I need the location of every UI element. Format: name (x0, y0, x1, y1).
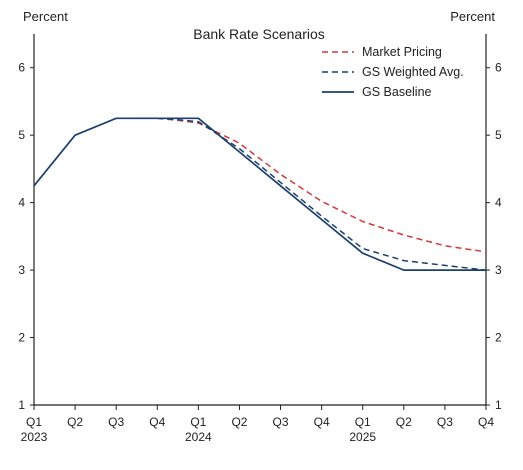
x-tick-label: Q1 (26, 415, 42, 429)
x-tick-label: Q3 (437, 415, 453, 429)
y-tick-label-left: 5 (18, 128, 25, 142)
series-line-gs-weighted-avg (157, 117, 487, 271)
x-tick-label: Q4 (314, 415, 330, 429)
x-tick-label: Q2 (231, 415, 247, 429)
legend: Market Pricing GS Weighted Avg. GS Baselin… (322, 45, 464, 99)
y-tick-label-right: 2 (495, 331, 502, 345)
x-tick-label: Q4 (149, 415, 165, 429)
y-tick-label-left: 3 (18, 263, 25, 277)
x-year-label: 2024 (185, 430, 212, 444)
y-tick-label-right: 4 (495, 196, 502, 210)
y-tick-label-right: 6 (495, 61, 502, 75)
x-tick-label: Q3 (273, 415, 289, 429)
y-tick-label-right: 1 (495, 398, 502, 412)
x-tick-label: Q2 (396, 415, 412, 429)
series-line-gs-baseline (33, 117, 486, 271)
legend-label: GS Weighted Avg. (362, 65, 464, 79)
x-tick-label: Q2 (67, 415, 83, 429)
series-line-market-pricing (157, 117, 487, 253)
x-tick-label: Q3 (108, 415, 124, 429)
legend-label: Market Pricing (362, 45, 442, 59)
series-layer (33, 117, 487, 271)
x-tick-label: Q4 (478, 415, 494, 429)
y-axis-ticks: 1 1 2 2 3 3 4 4 5 5 6 6 (18, 61, 502, 412)
chart-title: Bank Rate Scenarios (193, 26, 325, 42)
x-year-label: 2023 (21, 430, 48, 444)
x-tick-label: Q1 (355, 415, 371, 429)
x-axis-ticks: Q1 Q2 Q3 Q4 Q1 Q2 Q3 Q4 Q1 Q2 Q3 Q4 2023 2024 2025 (21, 405, 494, 444)
left-unit-label: Percent (23, 9, 68, 24)
x-year-label: 2025 (349, 430, 376, 444)
y-tick-label-left: 1 (18, 398, 25, 412)
x-tick-label: Q1 (190, 415, 206, 429)
legend-label: GS Baseline (362, 85, 432, 99)
y-tick-label-right: 3 (495, 263, 502, 277)
right-unit-label: Percent (450, 9, 495, 24)
y-tick-label-right: 5 (495, 128, 502, 142)
y-tick-label-left: 2 (18, 331, 25, 345)
y-tick-label-left: 6 (18, 61, 25, 75)
y-tick-label-left: 4 (18, 196, 25, 210)
